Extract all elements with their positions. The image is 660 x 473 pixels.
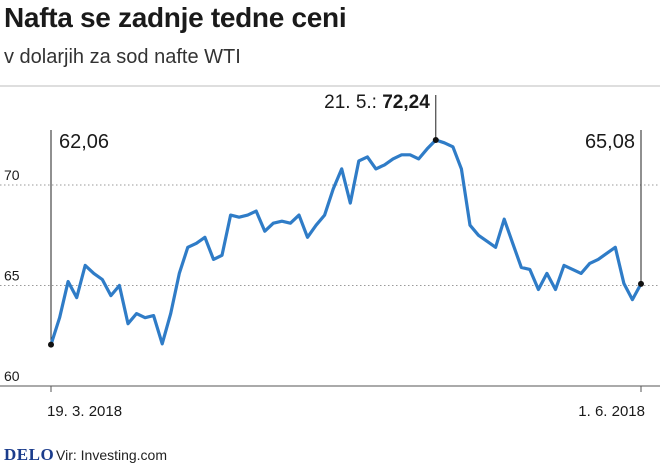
annotation-label-peak: 21. 5.: 72,24 <box>324 92 430 113</box>
chart-title: Nafta se zadnje tedne ceni <box>4 2 347 33</box>
y-tick-label-65: 65 <box>4 268 20 284</box>
y-tick-label-70: 70 <box>4 167 20 183</box>
annotation-peak-date: 21. 5.: <box>324 92 382 113</box>
annotation-point-69 <box>638 280 644 287</box>
annotation-label-end: 65,08 <box>585 131 635 153</box>
source-note: Vir: Investing.com <box>56 447 168 463</box>
annotation-label-start: 62,06 <box>59 131 109 153</box>
x-tick-label-start: 19. 3. 2018 <box>47 403 122 420</box>
chart-subtitle: v dolarjih za sod nafte WTI <box>4 46 241 68</box>
annotation-point-0 <box>48 341 54 348</box>
y-tick-label-60: 60 <box>4 368 20 384</box>
x-tick-label-end: 1. 6. 2018 <box>578 403 645 420</box>
footer: DELO Vir: Investing.com <box>0 443 660 469</box>
price-line-chart: 60 65 70 19. 3. 2018 1. 6. 2018 62,06 21. 5.: … <box>0 85 660 420</box>
delo-logo: DELO <box>4 445 55 464</box>
wti-price-line <box>49 138 643 347</box>
annotation-point-45 <box>432 136 439 143</box>
annotation-peak-value: 72,24 <box>382 92 430 113</box>
